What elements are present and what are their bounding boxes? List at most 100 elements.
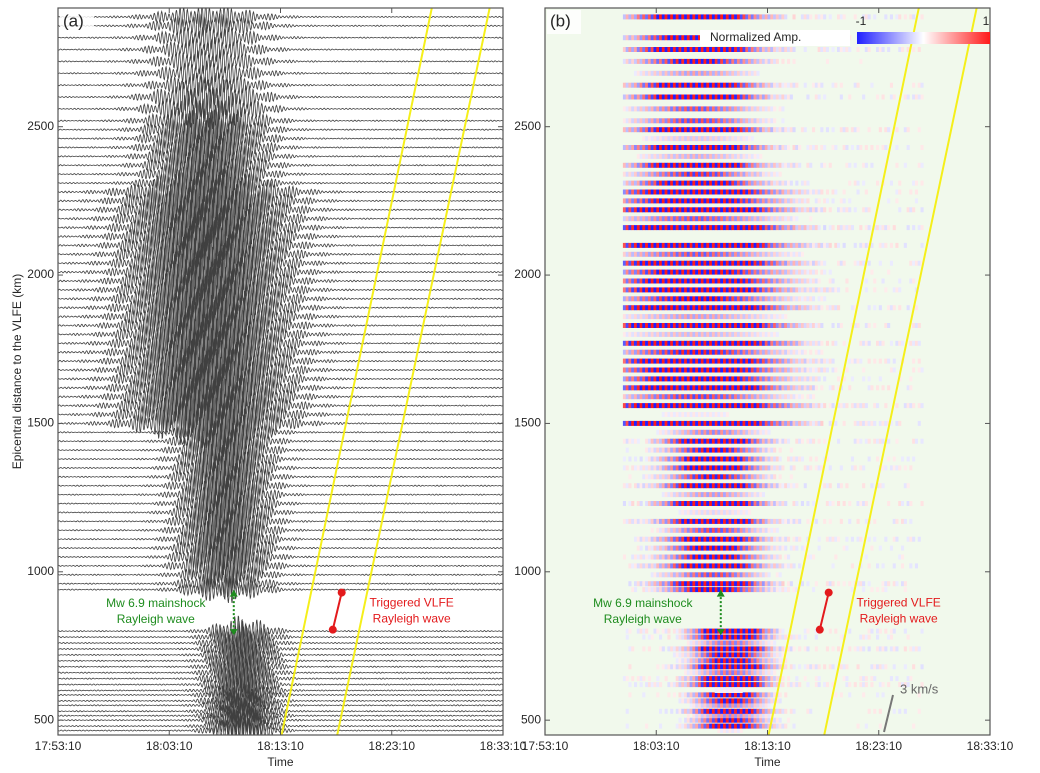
heatmap-cell <box>823 664 826 669</box>
heatmap-cell <box>720 528 723 533</box>
heatmap-cell <box>873 519 876 524</box>
heatmap-cell <box>712 376 715 381</box>
heatmap-cell <box>737 430 740 435</box>
heatmap-cell <box>667 296 670 301</box>
heatmap-cell <box>865 163 868 168</box>
heatmap-cell <box>743 198 746 203</box>
heatmap-cell <box>765 296 768 301</box>
heatmap-cell <box>687 106 690 111</box>
heatmap-cell <box>654 465 657 470</box>
heatmap-cell <box>779 537 782 542</box>
heatmap-cell <box>848 181 851 186</box>
heatmap-cell <box>776 350 779 355</box>
heatmap-cell <box>804 287 807 292</box>
heatmap-cell <box>676 136 679 141</box>
heatmap-cell <box>756 670 759 675</box>
heatmap-cell <box>715 664 718 669</box>
heatmap-cell <box>768 713 771 718</box>
heatmap-cell <box>717 163 720 168</box>
heatmap-cell <box>765 448 768 453</box>
heatmap-cell <box>706 641 709 646</box>
heatmap-cell <box>720 279 723 284</box>
heatmap-cell <box>768 676 771 681</box>
heatmap-cell <box>729 641 732 646</box>
heatmap-cell <box>734 270 737 275</box>
heatmap-cell <box>648 368 651 373</box>
heatmap-cell <box>687 664 690 669</box>
heatmap-cell <box>726 394 729 399</box>
heatmap-cell <box>765 724 768 729</box>
heatmap-cell <box>648 581 651 586</box>
heatmap-cell <box>765 519 768 524</box>
heatmap-cell <box>712 519 715 524</box>
heatmap-cell <box>734 296 737 301</box>
heatmap-cell <box>756 652 759 657</box>
heatmap-cell <box>645 323 648 328</box>
heatmap-cell <box>806 465 809 470</box>
heatmap-cell <box>637 537 640 542</box>
heatmap-cell <box>631 563 634 568</box>
heatmap-cell <box>801 296 804 301</box>
heatmap-cell <box>770 252 773 257</box>
heatmap-cell <box>729 718 732 723</box>
heatmap-cell <box>631 314 634 319</box>
heatmap-cell <box>876 587 879 592</box>
heatmap-cell <box>679 412 682 417</box>
heatmap-cell <box>662 350 665 355</box>
heatmap-cell <box>720 728 723 733</box>
heatmap-cell <box>734 261 737 266</box>
heatmap-cell <box>745 483 748 488</box>
heatmap-cell <box>623 172 626 177</box>
heatmap-cell <box>815 243 818 248</box>
heatmap-cell <box>801 181 804 186</box>
heatmap-cell <box>662 457 665 462</box>
heatmap-cell <box>795 261 798 266</box>
heatmap-cell <box>754 287 757 292</box>
heatmap-cell <box>773 376 776 381</box>
heatmap-cell <box>768 703 771 708</box>
heatmap-cell <box>790 483 793 488</box>
heatmap-cell <box>887 127 890 132</box>
heatmap-cell <box>684 718 687 723</box>
heatmap-cell <box>645 287 648 292</box>
heatmap-cell <box>717 676 720 681</box>
heatmap-cell <box>701 314 704 319</box>
heatmap-cell <box>704 376 707 381</box>
heatmap-cell <box>665 581 668 586</box>
heatmap-cell <box>801 341 804 346</box>
heatmap-cell <box>679 629 682 634</box>
heatmap-cell <box>631 519 634 524</box>
heatmap-cell <box>701 572 704 577</box>
heatmap-cell <box>679 172 682 177</box>
heatmap-cell <box>665 572 668 577</box>
heatmap-cell <box>651 555 654 560</box>
heatmap-cell <box>832 287 835 292</box>
heatmap-cell <box>648 145 651 150</box>
heatmap-cell <box>692 305 695 310</box>
heatmap-cell <box>812 359 815 364</box>
heatmap-cell <box>809 439 812 444</box>
heatmap-cell <box>626 341 629 346</box>
heatmap-cell <box>795 376 798 381</box>
heatmap-cell <box>631 439 634 444</box>
heatmap-row <box>626 635 910 640</box>
heatmap-cell <box>868 359 871 364</box>
heatmap-cell <box>751 670 754 675</box>
heatmap-cell <box>748 664 751 669</box>
heatmap-cell <box>637 154 640 159</box>
heatmap-cell <box>726 430 729 435</box>
heatmap-cell <box>790 581 793 586</box>
heatmap-cell <box>692 519 695 524</box>
heatmap-cell <box>812 439 815 444</box>
heatmap-cell <box>692 376 695 381</box>
heatmap-cell <box>834 190 837 195</box>
heatmap-cell <box>673 412 676 417</box>
heatmap-cell <box>843 261 846 266</box>
heatmap-cell <box>759 323 762 328</box>
heatmap-cell <box>715 676 718 681</box>
heatmap-cell <box>795 341 798 346</box>
heatmap-cell <box>759 376 762 381</box>
heatmap-cell <box>670 154 673 159</box>
heatmap-cell <box>628 190 631 195</box>
heatmap-cell <box>651 145 654 150</box>
